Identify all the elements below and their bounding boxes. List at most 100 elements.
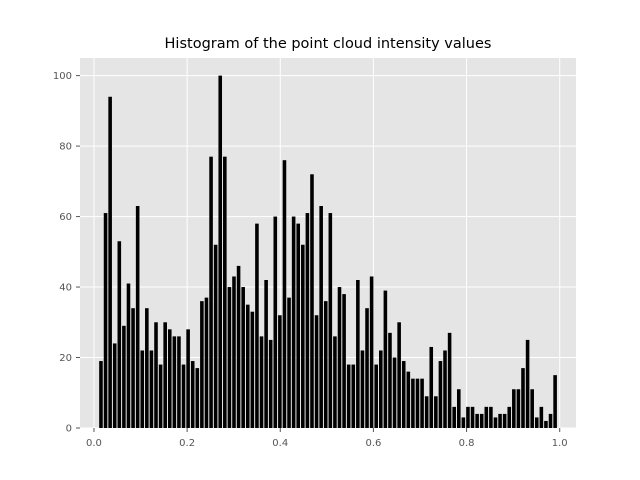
histogram-bar	[301, 244, 305, 428]
histogram-bar	[360, 350, 365, 428]
plot-area	[80, 58, 576, 428]
histogram-bar	[424, 396, 429, 428]
histogram-bar	[333, 336, 337, 428]
histogram-bar	[126, 283, 131, 428]
histogram-bar	[108, 96, 112, 428]
histogram-bar	[516, 389, 521, 428]
histogram-bar	[310, 174, 314, 428]
histogram-bar	[195, 368, 200, 428]
histogram-bar	[232, 276, 236, 428]
histogram-bar	[539, 406, 544, 428]
histogram-bar	[135, 206, 140, 428]
histogram-bar	[411, 378, 415, 428]
y-tick-label: 60	[59, 212, 72, 223]
histogram-bar	[268, 339, 273, 428]
histogram-bar	[112, 343, 117, 428]
histogram-bar	[530, 389, 534, 428]
histogram-bar	[461, 417, 466, 428]
histogram-bar	[466, 406, 470, 428]
histogram-bar	[223, 156, 227, 429]
histogram-bar	[475, 413, 479, 428]
y-tick-label: 100	[53, 71, 72, 82]
histogram-bar	[158, 364, 163, 428]
histogram-bar	[209, 156, 213, 429]
histogram-bar	[392, 357, 397, 428]
histogram-bar	[99, 361, 103, 428]
histogram-bar	[544, 420, 548, 428]
histogram-bar	[434, 396, 438, 428]
histogram-bar	[177, 336, 181, 428]
histogram-bar	[218, 75, 223, 429]
histogram-bar	[213, 244, 218, 428]
x-tick-label: 0.4	[272, 438, 288, 449]
histogram-bar	[365, 308, 369, 428]
histogram-bar	[548, 413, 553, 428]
histogram-bar	[484, 406, 489, 428]
histogram-bar	[296, 223, 301, 428]
histogram-bar	[534, 417, 539, 428]
histogram-bar	[388, 332, 392, 428]
histogram-bar	[337, 287, 342, 428]
histogram-bar	[489, 406, 493, 428]
histogram-bar	[429, 346, 434, 428]
histogram-bar	[181, 364, 186, 428]
histogram-bar	[163, 322, 167, 428]
histogram-bar	[241, 287, 245, 428]
axis-ticks: 0.0 0.2 0.4 0.6 0.8 1.0 0 20 40 60 80 100	[53, 71, 568, 449]
histogram-bar	[103, 213, 108, 428]
y-tick-label: 80	[59, 142, 72, 153]
y-tick-label: 40	[59, 283, 72, 294]
histogram-bar	[314, 315, 319, 428]
grid-lines	[80, 58, 576, 429]
histogram-bar	[227, 287, 232, 428]
histogram-bar	[278, 315, 282, 428]
bars	[99, 75, 557, 429]
histogram-bar	[305, 213, 310, 428]
histogram-bar	[273, 216, 278, 428]
histogram-bar	[190, 361, 195, 428]
histogram-bar	[447, 332, 452, 428]
chart-title: Histogram of the point cloud intensity v…	[165, 36, 492, 52]
histogram-bar	[452, 406, 456, 428]
histogram-bar	[369, 276, 374, 428]
histogram-bar	[250, 311, 255, 428]
histogram-bar	[507, 406, 512, 428]
histogram-bar	[172, 336, 177, 428]
histogram-bar	[291, 216, 296, 428]
histogram-bar	[443, 350, 447, 428]
histogram-bar	[236, 265, 241, 428]
histogram-bar	[282, 160, 287, 428]
histogram-bar	[374, 364, 378, 428]
x-tick-label: 0.2	[179, 438, 195, 449]
histogram-bar	[479, 413, 484, 428]
histogram-bar	[406, 371, 411, 428]
histogram-bar	[259, 336, 264, 428]
histogram-bar	[379, 350, 383, 428]
histogram-bar	[401, 361, 406, 428]
histogram-bar	[456, 389, 461, 428]
histogram-bar	[356, 280, 360, 428]
x-tick-label: 1.0	[552, 438, 568, 449]
histogram-bar	[383, 290, 388, 428]
histogram-bar	[553, 375, 557, 428]
histogram-bar	[149, 350, 154, 428]
x-tick-label: 0.0	[86, 438, 102, 449]
histogram-bar	[397, 322, 401, 428]
x-tick-label: 0.8	[459, 438, 475, 449]
histogram-bar	[255, 223, 259, 428]
histogram-bar	[521, 368, 525, 428]
histogram-bar	[470, 406, 475, 428]
histogram-bar	[438, 361, 443, 428]
y-tick-label: 0	[66, 424, 72, 435]
histogram-bar	[122, 325, 126, 428]
histogram-bar	[117, 241, 122, 428]
x-tick-label: 0.6	[365, 438, 381, 449]
histogram-bar	[287, 297, 291, 428]
histogram-bar	[167, 329, 172, 428]
y-tick-label: 20	[59, 353, 72, 364]
histogram-bar	[131, 308, 135, 428]
histogram-bar	[512, 389, 516, 428]
histogram-bar	[154, 322, 158, 428]
histogram-bar	[328, 213, 333, 428]
